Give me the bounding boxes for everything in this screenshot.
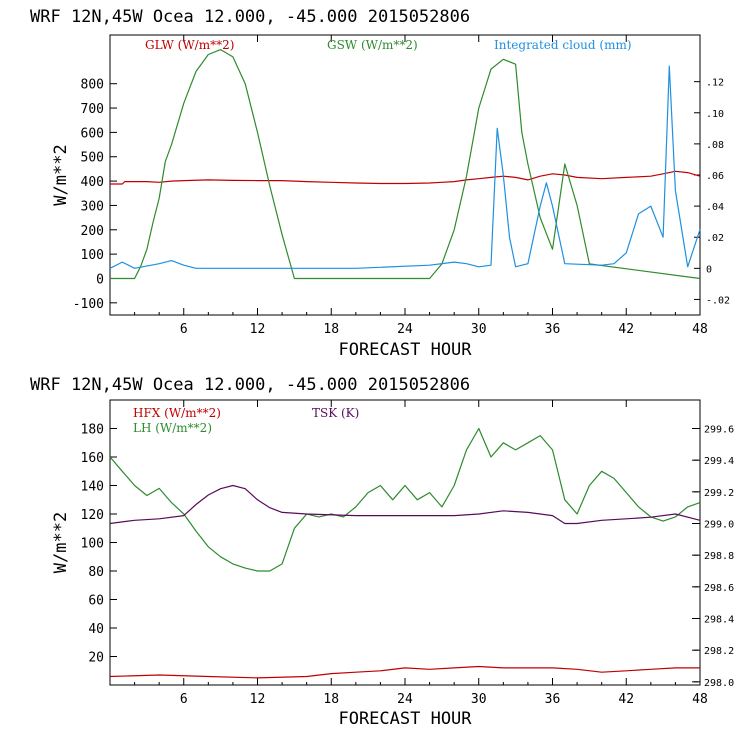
chart2-x-tick-label: 12 bbox=[250, 692, 266, 707]
chart2-x-tick-label: 6 bbox=[180, 692, 188, 707]
chart2-legend-entry: LH (W/m**2) bbox=[133, 421, 212, 435]
chart1-plot-frame bbox=[109, 34, 701, 316]
chart2-y-tick-label: 120 bbox=[81, 508, 104, 523]
chart2-y-tick-label: 40 bbox=[88, 622, 104, 637]
chart1-y-tick-label: 800 bbox=[81, 78, 104, 93]
chart1-right-tick-label: 0 bbox=[706, 264, 712, 275]
chart1-x-axis-label: FORECAST HOUR bbox=[338, 340, 472, 360]
chart1-x-tick-label: 24 bbox=[397, 322, 413, 337]
chart1-y-tick-label: 200 bbox=[81, 224, 104, 239]
chart1-series-line-gsw bbox=[110, 48, 701, 280]
chart2-y-tick-label: 100 bbox=[81, 537, 104, 552]
chart1-x-tick-label: 12 bbox=[250, 322, 266, 337]
chart1-right-tick-label: .04 bbox=[706, 202, 724, 213]
chart1-y-tick-label: 0 bbox=[96, 272, 104, 287]
chart1-y-axis-label: W/m**2 bbox=[51, 144, 71, 205]
chart2-plot-frame bbox=[109, 399, 701, 686]
chart1-y-tick-label: 300 bbox=[81, 199, 104, 214]
chart2-legend-entry: TSK (K) bbox=[312, 406, 359, 420]
chart2-x-axis-label: FORECAST HOUR bbox=[338, 709, 472, 729]
chart2-x-tick-label: 48 bbox=[692, 692, 708, 707]
chart2-legend-entry: HFX (W/m**2) bbox=[133, 406, 221, 420]
chart2-x-tick-label: 30 bbox=[471, 692, 487, 707]
chart1-x-tick-label: 36 bbox=[545, 322, 561, 337]
chart1-series-line-integrated bbox=[109, 65, 701, 269]
chart2-y-tick-label: 140 bbox=[81, 480, 104, 495]
chart2-y-tick-label: 80 bbox=[88, 565, 104, 580]
chart2-right-tick-label: 299.0 bbox=[704, 520, 734, 531]
chart2-x-tick-label: 18 bbox=[323, 692, 339, 707]
chart1-legend-entry: GSW (W/m**2) bbox=[327, 38, 418, 52]
chart2-y-axis-label: W/m**2 bbox=[51, 512, 71, 573]
chart1-x-tick-label: 6 bbox=[180, 322, 188, 337]
chart1-y-tick-label: 700 bbox=[81, 102, 104, 117]
chart1-x-tick-label: 30 bbox=[471, 322, 487, 337]
chart2-right-tick-label: 298.0 bbox=[704, 678, 734, 689]
chart1-right-tick-label: .10 bbox=[706, 109, 724, 120]
chart1-legend-entry: GLW (W/m**2) bbox=[145, 38, 234, 52]
chart2-series-line-lh bbox=[109, 427, 701, 572]
chart2-right-tick-label: 298.6 bbox=[704, 583, 734, 594]
chart2-right-tick-label: 298.2 bbox=[704, 646, 734, 657]
chart2-x-tick-label: 42 bbox=[618, 692, 634, 707]
chart1-x-tick-label: 48 bbox=[692, 322, 708, 337]
chart1-y-tick-label: 100 bbox=[81, 248, 104, 263]
chart1-right-tick-label: .08 bbox=[706, 140, 724, 151]
chart2-right-tick-label: 299.6 bbox=[704, 425, 734, 436]
chart2-x-tick-label: 36 bbox=[545, 692, 561, 707]
chart1-right-tick-label: -.02 bbox=[706, 295, 730, 306]
chart1-y-tick-label: 500 bbox=[81, 151, 104, 166]
chart1-right-tick-label: .02 bbox=[706, 233, 724, 244]
chart1-series-line-glw bbox=[110, 170, 701, 185]
chart1-right-tick-label: .12 bbox=[706, 78, 724, 89]
chart2-y-tick-label: 60 bbox=[88, 594, 104, 609]
chart2-y-tick-label: 160 bbox=[81, 451, 104, 466]
chart1-right-tick-label: .06 bbox=[706, 171, 724, 182]
chart2-right-tick-label: 299.2 bbox=[704, 488, 734, 499]
chart2-series-line-hfx bbox=[109, 665, 700, 679]
chart1-y-tick-label: 600 bbox=[81, 126, 104, 141]
chart1-title: WRF 12N,45W Ocea 12.000, -45.000 2015052… bbox=[30, 7, 470, 27]
chart2-x-tick-label: 24 bbox=[397, 692, 413, 707]
chart2-right-tick-label: 298.4 bbox=[704, 615, 734, 626]
chart1-x-tick-label: 42 bbox=[618, 322, 634, 337]
chart2-title: WRF 12N,45W Ocea 12.000, -45.000 2015052… bbox=[30, 375, 470, 395]
chart2-y-tick-label: 180 bbox=[81, 423, 104, 438]
chart1-legend-entry: Integrated cloud (mm) bbox=[494, 38, 632, 52]
chart1-y-tick-label: -100 bbox=[73, 297, 104, 312]
chart1-y-tick-label: 400 bbox=[81, 175, 104, 190]
chart1-x-tick-label: 18 bbox=[323, 322, 339, 337]
chart2-y-tick-label: 20 bbox=[88, 651, 104, 666]
chart2-series-line-tsk bbox=[109, 484, 701, 525]
chart2-right-tick-label: 298.8 bbox=[704, 551, 734, 562]
chart2-right-tick-label: 299.4 bbox=[704, 456, 734, 467]
